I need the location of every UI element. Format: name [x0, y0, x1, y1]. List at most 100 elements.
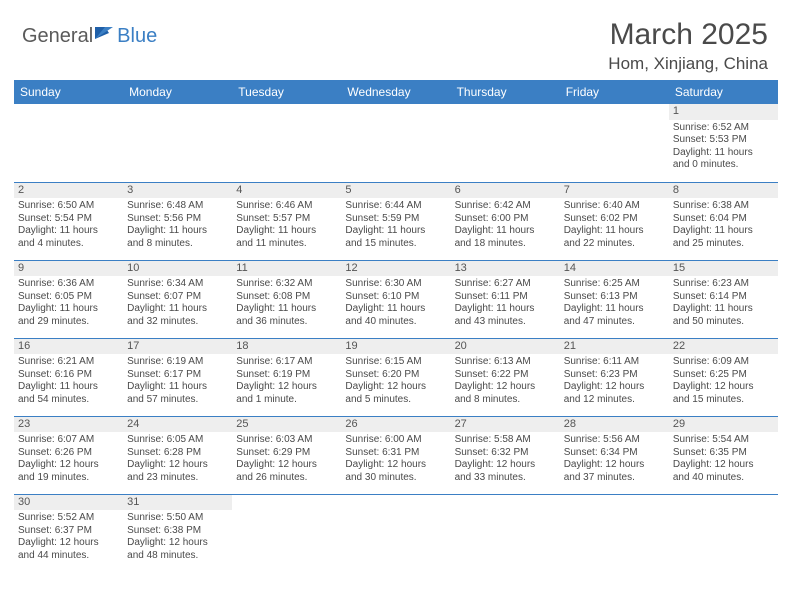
calendar-cell-empty: [451, 104, 560, 182]
daylight-text: and 1 minute.: [236, 394, 337, 407]
sunset-text: Sunset: 6:35 PM: [673, 447, 774, 460]
daylight-text: Daylight: 11 hours: [673, 225, 774, 238]
calendar-cell: 22Sunrise: 6:09 AMSunset: 6:25 PMDayligh…: [669, 338, 778, 416]
calendar-cell-empty: [669, 494, 778, 572]
sunset-text: Sunset: 6:31 PM: [345, 447, 446, 460]
sunrise-text: Sunrise: 6:21 AM: [18, 356, 119, 369]
sunset-text: Sunset: 6:17 PM: [127, 369, 228, 382]
daylight-text: Daylight: 12 hours: [345, 459, 446, 472]
calendar-cell-empty: [341, 104, 450, 182]
sunrise-text: Sunrise: 6:27 AM: [455, 278, 556, 291]
daylight-text: Daylight: 11 hours: [18, 381, 119, 394]
sunset-text: Sunset: 6:38 PM: [127, 525, 228, 538]
calendar-cell: 14Sunrise: 6:25 AMSunset: 6:13 PMDayligh…: [560, 260, 669, 338]
calendar-cell-empty: [341, 494, 450, 572]
day-number: 22: [669, 339, 778, 355]
sunrise-text: Sunrise: 6:25 AM: [564, 278, 665, 291]
daylight-text: Daylight: 12 hours: [236, 381, 337, 394]
daylight-text: and 8 minutes.: [127, 238, 228, 251]
day-number: 27: [451, 417, 560, 433]
calendar-cell: 30Sunrise: 5:52 AMSunset: 6:37 PMDayligh…: [14, 494, 123, 572]
daylight-text: and 5 minutes.: [345, 394, 446, 407]
calendar-cell: 24Sunrise: 6:05 AMSunset: 6:28 PMDayligh…: [123, 416, 232, 494]
calendar-row: 1Sunrise: 6:52 AMSunset: 5:53 PMDaylight…: [14, 104, 778, 182]
calendar-cell: 31Sunrise: 5:50 AMSunset: 6:38 PMDayligh…: [123, 494, 232, 572]
day-number: 16: [14, 339, 123, 355]
day-number: 9: [14, 261, 123, 277]
sunset-text: Sunset: 6:05 PM: [18, 291, 119, 304]
sunset-text: Sunset: 6:16 PM: [18, 369, 119, 382]
sunrise-text: Sunrise: 6:50 AM: [18, 200, 119, 213]
calendar-cell: 28Sunrise: 5:56 AMSunset: 6:34 PMDayligh…: [560, 416, 669, 494]
daylight-text: and 54 minutes.: [18, 394, 119, 407]
day-number: 5: [341, 183, 450, 199]
daylight-text: and 26 minutes.: [236, 472, 337, 485]
sunrise-text: Sunrise: 5:52 AM: [18, 512, 119, 525]
daylight-text: and 23 minutes.: [127, 472, 228, 485]
sunset-text: Sunset: 6:14 PM: [673, 291, 774, 304]
daylight-text: and 33 minutes.: [455, 472, 556, 485]
daylight-text: and 29 minutes.: [18, 316, 119, 329]
sunset-text: Sunset: 6:13 PM: [564, 291, 665, 304]
logo-text-general: General: [22, 25, 93, 48]
logo: General Blue: [14, 18, 157, 49]
calendar-cell-empty: [232, 104, 341, 182]
calendar-cell: 10Sunrise: 6:34 AMSunset: 6:07 PMDayligh…: [123, 260, 232, 338]
daylight-text: Daylight: 12 hours: [673, 459, 774, 472]
daylight-text: and 36 minutes.: [236, 316, 337, 329]
day-number: 13: [451, 261, 560, 277]
sunset-text: Sunset: 6:29 PM: [236, 447, 337, 460]
sunset-text: Sunset: 6:25 PM: [673, 369, 774, 382]
daylight-text: and 44 minutes.: [18, 550, 119, 563]
daylight-text: Daylight: 11 hours: [345, 225, 446, 238]
daylight-text: Daylight: 12 hours: [236, 459, 337, 472]
daylight-text: and 0 minutes.: [673, 159, 774, 172]
calendar-row: 30Sunrise: 5:52 AMSunset: 6:37 PMDayligh…: [14, 494, 778, 572]
daylight-text: and 22 minutes.: [564, 238, 665, 251]
daylight-text: Daylight: 11 hours: [127, 303, 228, 316]
day-number: 31: [123, 495, 232, 511]
calendar-row: 16Sunrise: 6:21 AMSunset: 6:16 PMDayligh…: [14, 338, 778, 416]
calendar-cell-empty: [560, 494, 669, 572]
calendar-cell: 18Sunrise: 6:17 AMSunset: 6:19 PMDayligh…: [232, 338, 341, 416]
day-number: 19: [341, 339, 450, 355]
sunrise-text: Sunrise: 6:15 AM: [345, 356, 446, 369]
calendar-cell-empty: [14, 104, 123, 182]
day-number: 30: [14, 495, 123, 511]
day-number: 8: [669, 183, 778, 199]
daylight-text: and 57 minutes.: [127, 394, 228, 407]
calendar-cell-empty: [123, 104, 232, 182]
sunset-text: Sunset: 5:54 PM: [18, 213, 119, 226]
calendar-cell: 16Sunrise: 6:21 AMSunset: 6:16 PMDayligh…: [14, 338, 123, 416]
weekday-header: Saturday: [669, 80, 778, 104]
weekday-header: Tuesday: [232, 80, 341, 104]
daylight-text: Daylight: 12 hours: [127, 459, 228, 472]
daylight-text: Daylight: 12 hours: [455, 381, 556, 394]
daylight-text: Daylight: 11 hours: [236, 225, 337, 238]
sunset-text: Sunset: 6:07 PM: [127, 291, 228, 304]
daylight-text: Daylight: 12 hours: [564, 381, 665, 394]
day-number: 29: [669, 417, 778, 433]
sunrise-text: Sunrise: 6:32 AM: [236, 278, 337, 291]
weekday-header: Monday: [123, 80, 232, 104]
calendar-cell: 6Sunrise: 6:42 AMSunset: 6:00 PMDaylight…: [451, 182, 560, 260]
sunrise-text: Sunrise: 6:17 AM: [236, 356, 337, 369]
sunset-text: Sunset: 6:20 PM: [345, 369, 446, 382]
day-number: 15: [669, 261, 778, 277]
day-number: 2: [14, 183, 123, 199]
day-number: 21: [560, 339, 669, 355]
sunrise-text: Sunrise: 6:36 AM: [18, 278, 119, 291]
sunset-text: Sunset: 6:23 PM: [564, 369, 665, 382]
day-number: 23: [14, 417, 123, 433]
sunset-text: Sunset: 6:28 PM: [127, 447, 228, 460]
daylight-text: Daylight: 11 hours: [18, 303, 119, 316]
sunrise-text: Sunrise: 6:52 AM: [673, 122, 774, 135]
weekday-header: Wednesday: [341, 80, 450, 104]
sunset-text: Sunset: 6:04 PM: [673, 213, 774, 226]
sunrise-text: Sunrise: 6:03 AM: [236, 434, 337, 447]
month-title: March 2025: [608, 18, 768, 52]
sunrise-text: Sunrise: 6:48 AM: [127, 200, 228, 213]
daylight-text: and 19 minutes.: [18, 472, 119, 485]
calendar-cell: 2Sunrise: 6:50 AMSunset: 5:54 PMDaylight…: [14, 182, 123, 260]
daylight-text: Daylight: 12 hours: [127, 537, 228, 550]
